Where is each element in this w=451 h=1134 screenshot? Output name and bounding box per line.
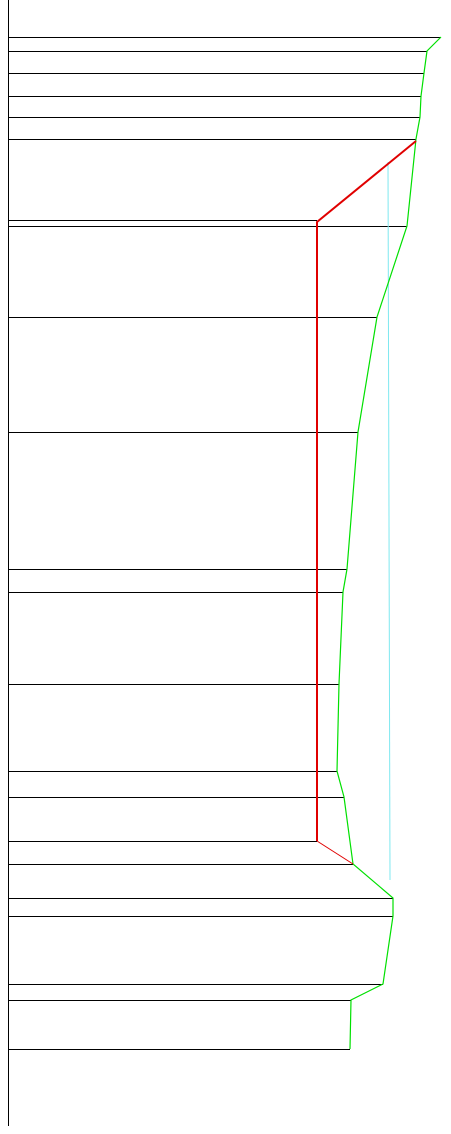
red-profile [316,140,417,841]
layer-lines [8,37,441,1050]
green-profile [336,36,442,1050]
red-profile-tail [316,840,354,865]
cyan-line [387,161,391,881]
